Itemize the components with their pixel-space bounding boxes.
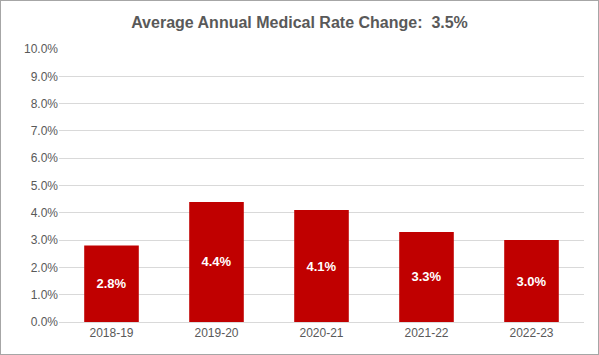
svg-text:7.0%: 7.0% bbox=[31, 124, 59, 138]
svg-text:4.0%: 4.0% bbox=[31, 206, 59, 220]
svg-text:8.0%: 8.0% bbox=[31, 97, 59, 111]
svg-text:2022-23: 2022-23 bbox=[509, 326, 553, 340]
svg-text:2.0%: 2.0% bbox=[31, 261, 59, 275]
svg-text:6.0%: 6.0% bbox=[31, 151, 59, 165]
svg-text:3.0%: 3.0% bbox=[31, 233, 59, 247]
svg-text:4.4%: 4.4% bbox=[201, 254, 231, 269]
svg-text:2021-22: 2021-22 bbox=[404, 326, 448, 340]
svg-text:10.0%: 10.0% bbox=[24, 42, 58, 56]
svg-text:2.8%: 2.8% bbox=[96, 276, 126, 291]
svg-text:2020-21: 2020-21 bbox=[299, 326, 343, 340]
svg-text:0.0%: 0.0% bbox=[31, 315, 59, 329]
svg-text:3.0%: 3.0% bbox=[516, 274, 546, 289]
svg-text:Average Annual Medical Rate Ch: Average Annual Medical Rate Change: 3.5% bbox=[131, 14, 468, 31]
svg-text:3.3%: 3.3% bbox=[411, 269, 441, 284]
svg-text:9.0%: 9.0% bbox=[31, 70, 59, 84]
svg-text:5.0%: 5.0% bbox=[31, 179, 59, 193]
svg-text:2018-19: 2018-19 bbox=[89, 326, 133, 340]
svg-text:1.0%: 1.0% bbox=[31, 288, 59, 302]
svg-text:2019-20: 2019-20 bbox=[194, 326, 238, 340]
svg-text:4.1%: 4.1% bbox=[306, 259, 336, 274]
